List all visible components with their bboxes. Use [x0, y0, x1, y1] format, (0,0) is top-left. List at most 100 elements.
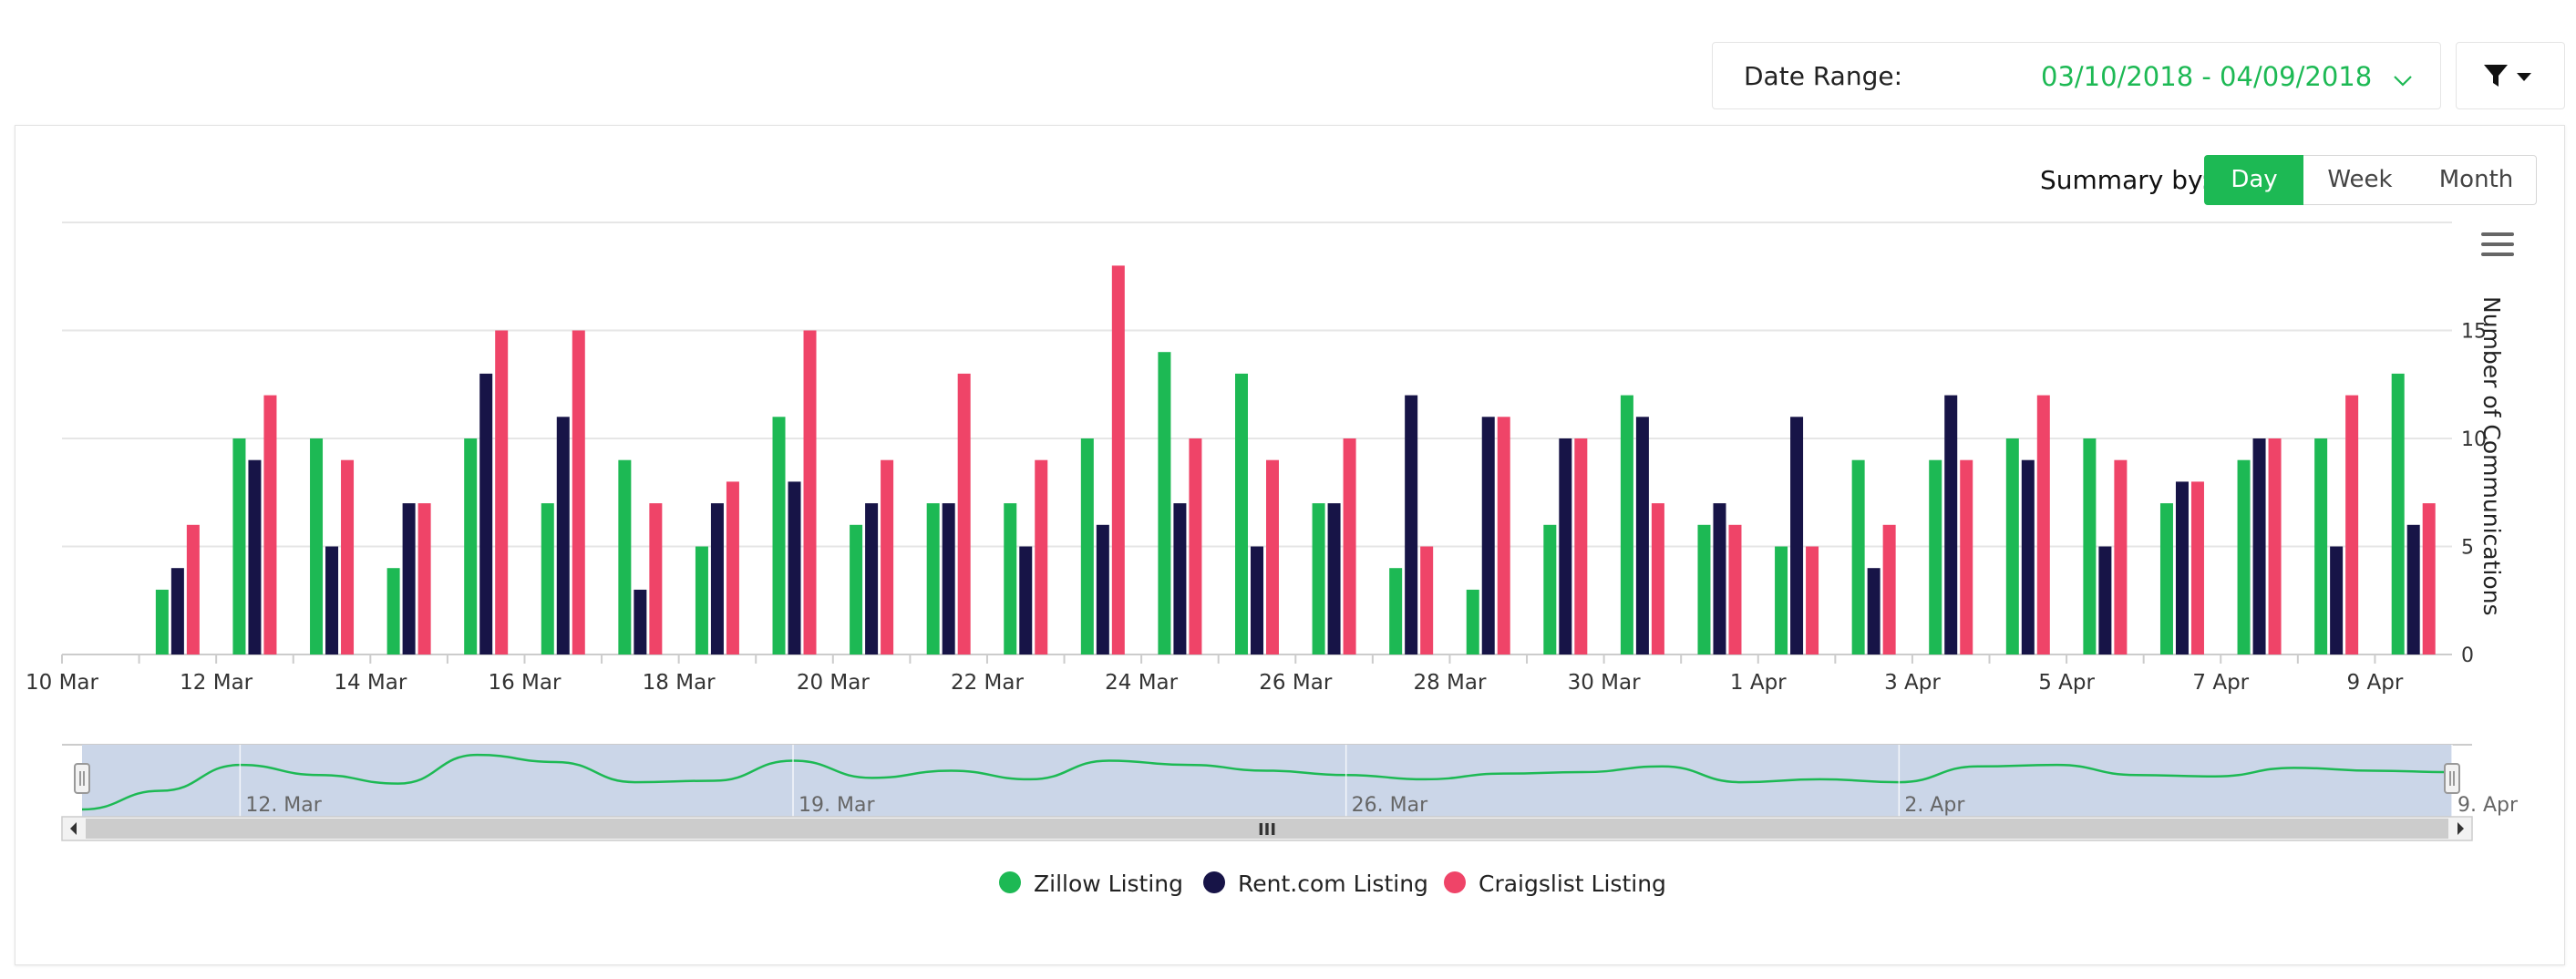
bar-rent[interactable]: [248, 459, 262, 654]
bar-rent[interactable]: [1251, 546, 1263, 655]
navigator-right-handle[interactable]: [2444, 763, 2460, 794]
bar-craigslist[interactable]: [495, 330, 509, 655]
bar-craigslist[interactable]: [2268, 438, 2282, 654]
bar-rent[interactable]: [1867, 568, 1880, 654]
bar-craigslist[interactable]: [726, 481, 739, 654]
bar-craigslist[interactable]: [572, 330, 585, 655]
summary-week-button[interactable]: Week: [2303, 155, 2417, 205]
bar-craigslist[interactable]: [2036, 395, 2050, 654]
bar-craigslist[interactable]: [2422, 503, 2436, 654]
bar-zillow[interactable]: [155, 589, 169, 654]
bar-rent[interactable]: [2330, 546, 2344, 655]
bar-zillow[interactable]: [2391, 373, 2405, 654]
bar-rent[interactable]: [479, 373, 493, 654]
bar-rent[interactable]: [2021, 459, 2035, 654]
bar-rent[interactable]: [788, 481, 801, 654]
bar-zillow[interactable]: [2314, 438, 2328, 654]
bar-zillow[interactable]: [2005, 438, 2019, 654]
bar-rent[interactable]: [556, 417, 570, 654]
scroll-left-arrow-icon[interactable]: [70, 822, 77, 835]
bar-rent[interactable]: [942, 503, 955, 654]
bar-zillow[interactable]: [772, 417, 786, 654]
bar-zillow[interactable]: [310, 438, 324, 654]
bar-craigslist[interactable]: [1806, 546, 1819, 655]
bar-rent[interactable]: [710, 503, 724, 654]
bar-zillow[interactable]: [1697, 524, 1711, 654]
bar-zillow[interactable]: [1235, 373, 1248, 654]
bar-craigslist[interactable]: [1343, 438, 1356, 654]
bar-zillow[interactable]: [1620, 395, 1633, 654]
bar-craigslist[interactable]: [1960, 459, 1973, 654]
bar-craigslist[interactable]: [957, 373, 971, 654]
bar-craigslist[interactable]: [1497, 417, 1510, 654]
bar-craigslist[interactable]: [1035, 459, 1048, 654]
bar-rent[interactable]: [2175, 481, 2189, 654]
bar-zillow[interactable]: [2159, 503, 2173, 654]
bar-rent[interactable]: [170, 568, 184, 654]
bar-zillow[interactable]: [1851, 459, 1865, 654]
legend-craigslist[interactable]: Craigslist Listing: [1444, 871, 1666, 897]
bar-zillow[interactable]: [1158, 352, 1171, 654]
filter-button[interactable]: [2456, 42, 2565, 109]
bar-zillow[interactable]: [386, 568, 400, 654]
bar-craigslist[interactable]: [341, 459, 355, 654]
bar-zillow[interactable]: [2237, 459, 2251, 654]
bar-craigslist[interactable]: [1189, 438, 1202, 654]
bar-craigslist[interactable]: [263, 395, 277, 654]
bar-rent[interactable]: [1173, 503, 1187, 654]
bar-craigslist[interactable]: [649, 503, 663, 654]
bar-rent[interactable]: [402, 503, 416, 654]
bar-craigslist[interactable]: [2190, 481, 2204, 654]
bar-zillow[interactable]: [695, 546, 708, 655]
bar-craigslist[interactable]: [1728, 524, 1742, 654]
legend-rent[interactable]: Rent.com Listing: [1203, 871, 1428, 897]
bar-zillow[interactable]: [1080, 438, 1094, 654]
bar-zillow[interactable]: [1466, 589, 1479, 654]
summary-day-button[interactable]: Day: [2204, 155, 2304, 205]
bar-craigslist[interactable]: [1420, 546, 1434, 655]
bar-craigslist[interactable]: [881, 459, 894, 654]
bar-rent[interactable]: [1944, 395, 1958, 654]
bar-craigslist[interactable]: [1111, 265, 1125, 654]
bar-zillow[interactable]: [1004, 503, 1017, 654]
bar-zillow[interactable]: [541, 503, 554, 654]
bar-zillow[interactable]: [1775, 546, 1788, 655]
bar-rent[interactable]: [1096, 524, 1109, 654]
bar-rent[interactable]: [2252, 438, 2266, 654]
legend-zillow[interactable]: Zillow Listing: [999, 871, 1183, 897]
bar-zillow[interactable]: [1312, 503, 1325, 654]
bar-rent[interactable]: [1481, 417, 1495, 654]
bar-craigslist[interactable]: [186, 524, 200, 654]
bar-zillow[interactable]: [232, 438, 246, 654]
bar-rent[interactable]: [1790, 417, 1804, 654]
bar-rent[interactable]: [1019, 546, 1033, 655]
navigator[interactable]: 12. Mar 19. Mar 26. Mar 2. Apr 9. Apr III: [61, 744, 2519, 841]
scroll-right-arrow-icon[interactable]: [2458, 822, 2464, 835]
bar-zillow[interactable]: [1543, 524, 1557, 654]
bar-rent[interactable]: [1405, 395, 1418, 654]
summary-month-button[interactable]: Month: [2416, 155, 2537, 205]
bar-zillow[interactable]: [1929, 459, 1942, 654]
bar-rent[interactable]: [1559, 438, 1572, 654]
bar-craigslist[interactable]: [1882, 524, 1896, 654]
bar-rent[interactable]: [1327, 503, 1341, 654]
navigator-left-handle[interactable]: [74, 763, 90, 794]
bar-zillow[interactable]: [850, 524, 863, 654]
hamburger-menu-icon[interactable]: [2481, 231, 2514, 258]
bar-craigslist[interactable]: [803, 330, 817, 655]
bar-craigslist[interactable]: [1266, 459, 1279, 654]
bar-craigslist[interactable]: [2345, 395, 2359, 654]
navigator-selection[interactable]: [82, 745, 2452, 817]
bar-rent[interactable]: [634, 589, 647, 654]
bar-zillow[interactable]: [1389, 568, 1403, 654]
bar-craigslist[interactable]: [417, 503, 431, 654]
bar-rent[interactable]: [1713, 503, 1726, 654]
bar-rent[interactable]: [1635, 417, 1649, 654]
bar-craigslist[interactable]: [1574, 438, 1588, 654]
bar-craigslist[interactable]: [2114, 459, 2128, 654]
bar-zillow[interactable]: [2083, 438, 2097, 654]
bar-zillow[interactable]: [926, 503, 940, 654]
bar-zillow[interactable]: [464, 438, 478, 654]
bar-zillow[interactable]: [618, 459, 632, 654]
bar-craigslist[interactable]: [1651, 503, 1664, 654]
